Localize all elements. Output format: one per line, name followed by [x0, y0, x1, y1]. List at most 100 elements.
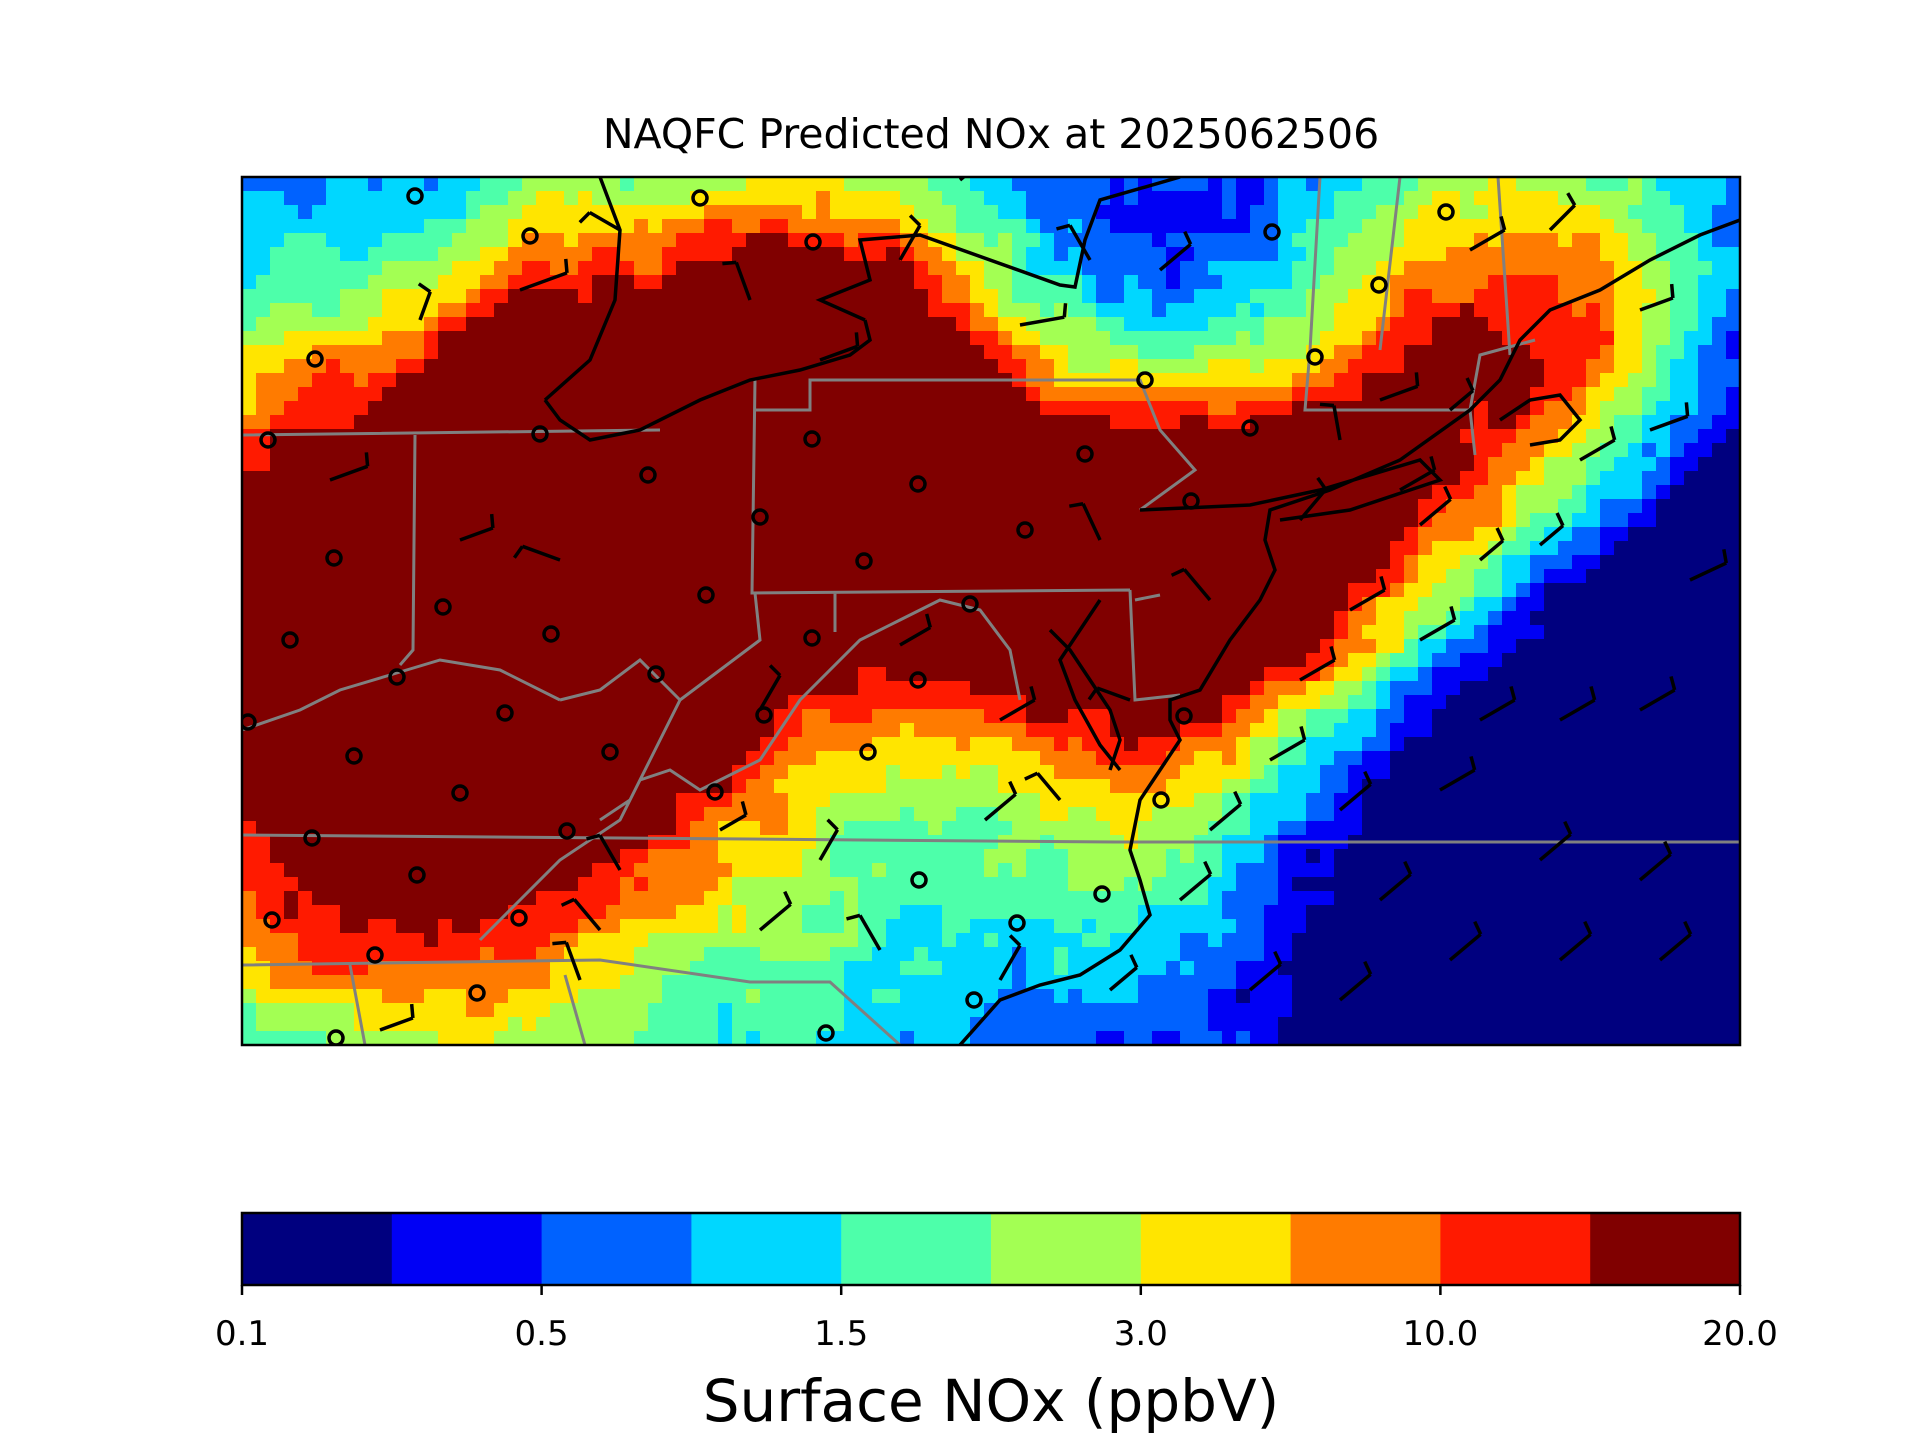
nox-cell: [1614, 583, 1629, 598]
nox-cell: [368, 569, 383, 584]
nox-cell: [396, 261, 411, 276]
nox-cell: [718, 247, 733, 262]
nox-cell: [886, 499, 901, 514]
nox-cell: [1418, 667, 1433, 682]
nox-cell: [494, 275, 509, 290]
nox-cell: [1026, 779, 1041, 794]
nox-cell: [382, 443, 397, 458]
nox-cell: [970, 261, 985, 276]
nox-cell: [550, 611, 565, 626]
nox-cell: [844, 443, 859, 458]
nox-cell: [760, 765, 775, 780]
nox-cell: [1502, 499, 1517, 514]
nox-cell: [466, 611, 481, 626]
nox-cell: [256, 359, 271, 374]
nox-cell: [354, 317, 369, 332]
nox-cell: [858, 667, 873, 682]
nox-cell: [1334, 177, 1349, 192]
nox-cell: [690, 639, 705, 654]
nox-cell: [998, 597, 1013, 612]
nox-cell: [1558, 611, 1573, 626]
nox-cell: [1670, 443, 1685, 458]
nox-cell: [1474, 303, 1489, 318]
nox-cell: [1376, 219, 1391, 234]
nox-cell: [718, 457, 733, 472]
nox-cell: [1348, 541, 1363, 556]
nox-cell: [830, 681, 845, 696]
nox-cell: [1390, 639, 1405, 654]
nox-cell: [466, 359, 481, 374]
nox-cell: [1516, 723, 1531, 738]
nox-cell: [1012, 569, 1027, 584]
nox-cell: [438, 219, 453, 234]
nox-cell: [1600, 737, 1615, 752]
nox-cell: [1712, 639, 1727, 654]
nox-cell: [340, 289, 355, 304]
nox-cell: [1558, 625, 1573, 640]
nox-cell: [928, 471, 943, 486]
nox-cell: [368, 289, 383, 304]
nox-cell: [732, 219, 747, 234]
nox-cell: [1656, 807, 1671, 822]
nox-cell: [914, 387, 929, 402]
nox-cell: [1292, 555, 1307, 570]
nox-cell: [830, 471, 845, 486]
nox-cell: [480, 359, 495, 374]
nox-cell: [368, 303, 383, 318]
nox-cell: [256, 527, 271, 542]
nox-cell: [1222, 233, 1237, 248]
nox-cell: [1026, 177, 1041, 192]
nox-cell: [1628, 611, 1643, 626]
nox-cell: [1292, 639, 1307, 654]
nox-cell: [480, 471, 495, 486]
nox-cell: [494, 177, 509, 192]
nox-cell: [466, 275, 481, 290]
nox-cell: [466, 471, 481, 486]
nox-cell: [662, 219, 677, 234]
nox-cell: [914, 709, 929, 724]
nox-cell: [1152, 681, 1167, 696]
nox-cell: [1488, 429, 1503, 444]
nox-cell: [690, 751, 705, 766]
nox-cell: [396, 527, 411, 542]
nox-cell: [368, 625, 383, 640]
nox-cell: [900, 345, 915, 360]
nox-cell: [536, 247, 551, 262]
nox-cell: [1026, 401, 1041, 416]
nox-cell: [1390, 625, 1405, 640]
nox-cell: [984, 569, 999, 584]
nox-cell: [1376, 695, 1391, 710]
nox-cell: [578, 205, 593, 220]
nox-cell: [480, 485, 495, 500]
nox-cell: [956, 485, 971, 500]
nox-cell: [564, 247, 579, 262]
nox-cell: [382, 583, 397, 598]
nox-cell: [732, 401, 747, 416]
nox-cell: [690, 695, 705, 710]
nox-cell: [844, 387, 859, 402]
nox-cell: [970, 807, 985, 822]
nox-cell: [382, 317, 397, 332]
nox-cell: [998, 471, 1013, 486]
nox-cell: [270, 205, 285, 220]
nox-cell: [1012, 779, 1027, 794]
nox-cell: [494, 471, 509, 486]
nox-cell: [424, 247, 439, 262]
nox-cell: [550, 569, 565, 584]
nox-cell: [774, 681, 789, 696]
nox-cell: [746, 653, 761, 668]
nox-cell: [1012, 429, 1027, 444]
nox-cell: [1390, 289, 1405, 304]
nox-cell: [550, 289, 565, 304]
nox-cell: [746, 387, 761, 402]
nox-cell: [970, 471, 985, 486]
nox-cell: [312, 205, 327, 220]
nox-cell: [1012, 611, 1027, 626]
nox-cell: [424, 667, 439, 682]
nox-cell: [1250, 569, 1265, 584]
nox-cell: [732, 625, 747, 640]
nox-cell: [1278, 317, 1293, 332]
nox-cell: [1516, 765, 1531, 780]
nox-cell: [1586, 793, 1601, 808]
nox-cell: [676, 723, 691, 738]
